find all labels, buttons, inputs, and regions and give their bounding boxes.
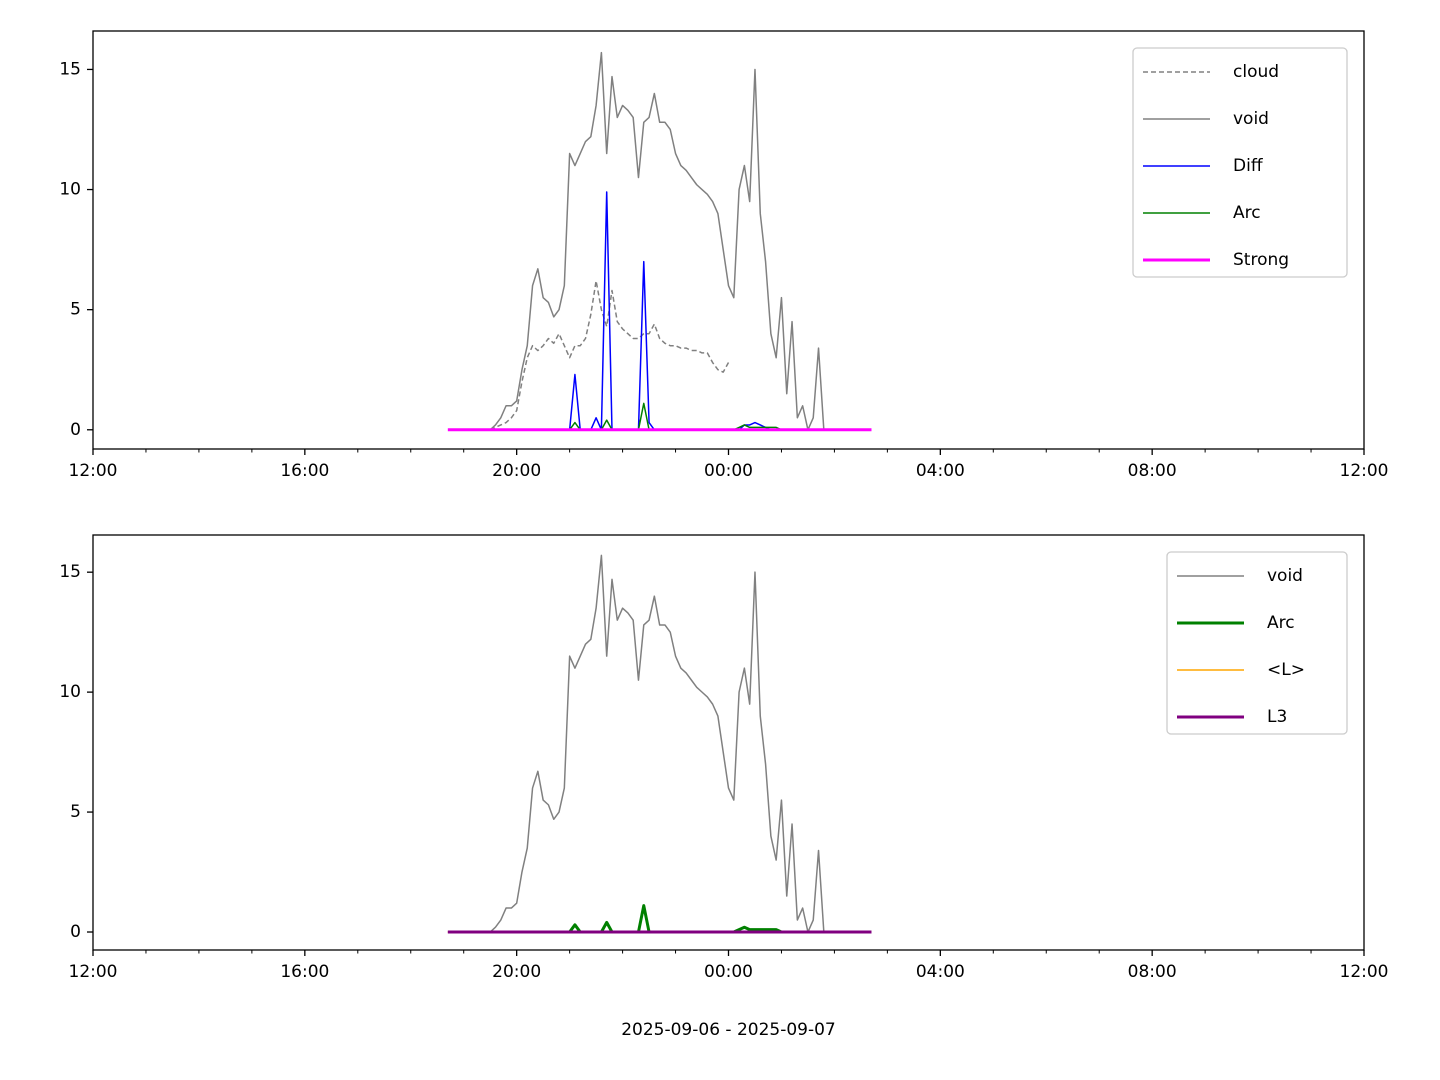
legend-label: void	[1233, 109, 1269, 129]
y-tick-label: 5	[70, 802, 81, 822]
x-tick-label: 08:00	[1128, 461, 1177, 481]
y-tick-label: 5	[70, 300, 81, 320]
series-line	[489, 554, 825, 933]
y-tick-label: 10	[59, 682, 81, 702]
x-tick-label: 20:00	[492, 461, 541, 481]
legend-label: L3	[1267, 707, 1287, 727]
x-tick-label: 08:00	[1128, 962, 1177, 982]
x-tick-label: 12:00	[69, 962, 118, 982]
x-tick-label: 00:00	[704, 962, 753, 982]
y-tick-label: 15	[59, 59, 81, 79]
x-tick-label: 20:00	[492, 962, 541, 982]
series-line	[489, 51, 825, 431]
legend-box	[1132, 47, 1348, 278]
legend-label: cloud	[1233, 62, 1279, 82]
x-tick-label: 12:00	[69, 461, 118, 481]
x-tick-label: 04:00	[916, 461, 965, 481]
x-tick-label: 12:00	[1340, 461, 1389, 481]
legend-label: void	[1267, 566, 1303, 586]
x-tick-label: 16:00	[280, 461, 329, 481]
legend-label: Arc	[1267, 613, 1295, 633]
legend-label: Diff	[1233, 156, 1264, 176]
legend-label: Strong	[1233, 250, 1289, 270]
y-tick-label: 0	[70, 420, 81, 440]
y-tick-label: 10	[59, 180, 81, 200]
x-tick-label: 04:00	[916, 962, 965, 982]
x-tick-label: 00:00	[704, 461, 753, 481]
legend-box	[1166, 551, 1348, 735]
y-tick-label: 0	[70, 922, 81, 942]
x-axis-label: 2025-09-06 - 2025-09-07	[621, 1020, 836, 1040]
y-tick-label: 15	[59, 562, 81, 582]
x-tick-label: 16:00	[280, 962, 329, 982]
series-line	[489, 280, 730, 431]
legend-label: Arc	[1233, 203, 1261, 223]
legend-label: <L>	[1267, 660, 1305, 680]
x-tick-label: 12:00	[1340, 962, 1389, 982]
